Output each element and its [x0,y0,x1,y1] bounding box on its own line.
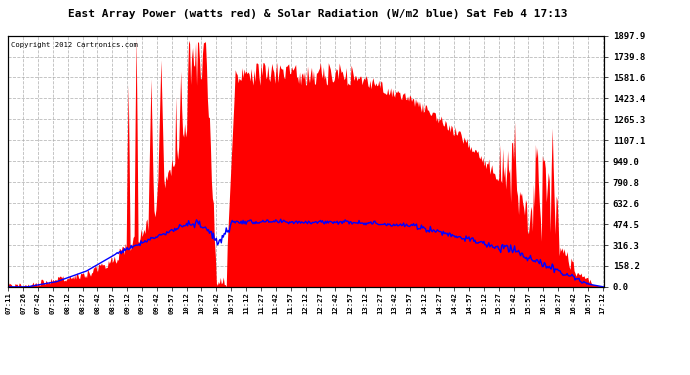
Text: Copyright 2012 Cartronics.com: Copyright 2012 Cartronics.com [11,42,138,48]
Text: East Array Power (watts red) & Solar Radiation (W/m2 blue) Sat Feb 4 17:13: East Array Power (watts red) & Solar Rad… [68,9,567,20]
